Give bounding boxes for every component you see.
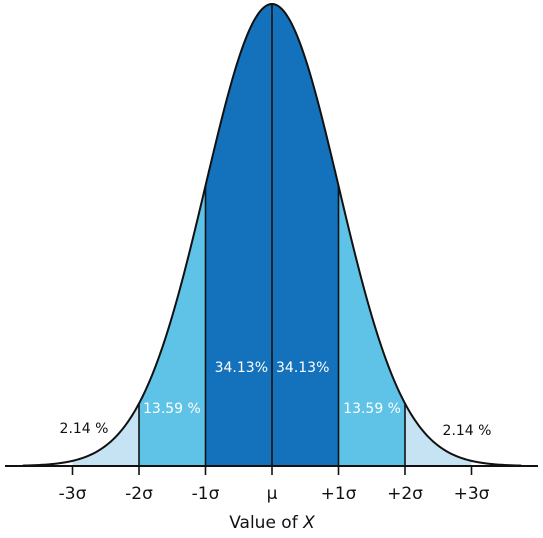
- x-axis-title-variable: X: [302, 513, 315, 533]
- x-axis-title-prefix: Value of: [229, 513, 303, 533]
- band-area-5: [405, 403, 472, 466]
- band-area-0: [72, 403, 139, 466]
- divider-group: [138, 4, 406, 466]
- x-axis-title: Value of X: [229, 513, 315, 533]
- band-label-2: 34.13%: [215, 360, 268, 376]
- band-label-5: 2.14 %: [443, 423, 492, 439]
- band-label-1: 13.59 %: [143, 401, 201, 417]
- band-label-3: 34.13%: [276, 360, 329, 376]
- band-label-4: 13.59 %: [343, 401, 401, 417]
- tick-label-0: -3σ: [59, 484, 87, 504]
- tick-label-6: +3σ: [454, 484, 490, 504]
- tick-group: -3σ -2σ -1σ μ +1σ +2σ +3σ: [59, 466, 490, 504]
- band-label-0: 2.14 %: [60, 421, 109, 437]
- tick-label-5: +2σ: [387, 484, 423, 504]
- tick-label-3: μ: [267, 484, 278, 504]
- band-label-group: 2.14 % 13.59 % 34.13% 34.13% 13.59 % 2.14 %: [60, 360, 492, 439]
- tick-label-2: -1σ: [192, 484, 220, 504]
- tick-label-1: -2σ: [125, 484, 153, 504]
- band-area-3: [272, 4, 339, 466]
- band-area-2: [205, 4, 272, 466]
- tick-label-4: +1σ: [321, 484, 357, 504]
